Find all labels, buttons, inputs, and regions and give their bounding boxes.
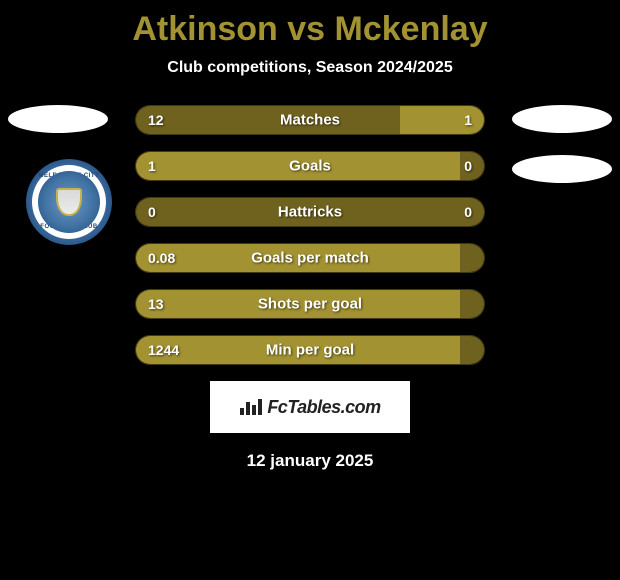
stat-left-value: 13 — [148, 296, 164, 312]
page-subtitle: Club competitions, Season 2024/2025 — [0, 59, 620, 77]
team-badge-left: MELBOURNE CITY FOOTBALL CLUB — [26, 159, 112, 245]
stat-left-segment: 1244 — [136, 336, 460, 364]
stat-row: 13Shots per goal — [135, 289, 485, 319]
badge-inner-disc — [38, 171, 100, 233]
stat-left-value: 12 — [148, 112, 164, 128]
team-slot-right-0 — [512, 105, 612, 133]
stat-right-value: 0 — [464, 158, 472, 174]
team-slot-right-1 — [512, 155, 612, 183]
comparison-bars: 121Matches10Goals00Hattricks0.08Goals pe… — [135, 105, 485, 365]
stat-row: 0.08Goals per match — [135, 243, 485, 273]
brand-box[interactable]: FcTables.com — [210, 381, 410, 433]
stat-left-segment: 0 — [136, 198, 310, 226]
stat-row: 00Hattricks — [135, 197, 485, 227]
content-area: MELBOURNE CITY FOOTBALL CLUB 121Matches1… — [0, 105, 620, 471]
brand-text: FcTables.com — [267, 397, 380, 418]
page-date: 12 january 2025 — [0, 451, 620, 471]
stat-row: 121Matches — [135, 105, 485, 135]
stat-left-segment: 12 — [136, 106, 400, 134]
team-slot-left-0 — [8, 105, 108, 133]
stat-left-segment: 1 — [136, 152, 460, 180]
stat-row: 1244Min per goal — [135, 335, 485, 365]
stat-left-value: 0.08 — [148, 250, 175, 266]
stat-left-segment: 0.08 — [136, 244, 460, 272]
stat-right-segment: 0 — [460, 152, 484, 180]
stat-right-segment — [460, 290, 484, 318]
stat-left-segment: 13 — [136, 290, 460, 318]
stat-right-segment: 0 — [310, 198, 484, 226]
stat-left-value: 0 — [148, 204, 156, 220]
stat-right-segment — [460, 336, 484, 364]
stat-right-segment — [460, 244, 484, 272]
stat-left-value: 1244 — [148, 342, 179, 358]
badge-shield-icon — [56, 188, 82, 216]
stat-right-value: 1 — [464, 112, 472, 128]
brand-bars-icon — [239, 398, 263, 416]
stat-right-value: 0 — [464, 204, 472, 220]
stat-left-value: 1 — [148, 158, 156, 174]
stat-row: 10Goals — [135, 151, 485, 181]
page-title: Atkinson vs Mckenlay — [0, 0, 620, 49]
stat-right-segment: 1 — [400, 106, 484, 134]
